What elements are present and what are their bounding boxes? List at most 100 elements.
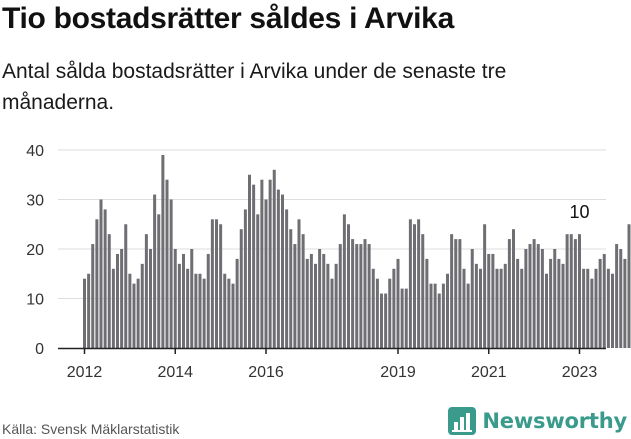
bar <box>318 249 322 348</box>
data-label-last: 10 <box>569 202 589 222</box>
bar <box>103 209 107 348</box>
bar <box>594 268 598 348</box>
bar <box>132 283 136 348</box>
bar <box>487 253 491 348</box>
bar <box>190 249 194 348</box>
bar <box>351 239 355 348</box>
bar <box>173 249 177 348</box>
gridlines <box>58 149 606 299</box>
chart-subtitle: Antal sålda bostadsrätter i Arvika under… <box>2 60 507 114</box>
bar <box>466 283 470 348</box>
bar <box>268 179 272 348</box>
bar <box>606 268 610 348</box>
bars <box>83 154 631 348</box>
bar <box>198 273 202 348</box>
bar <box>120 249 124 348</box>
bar <box>338 244 342 348</box>
bar <box>227 278 231 348</box>
y-tick-label: 10 <box>26 292 44 309</box>
labels: 0 10 20 30 40 2012 2014 2016 2019 2021 2023 10 <box>26 143 597 381</box>
bar <box>586 268 590 348</box>
bar <box>194 273 198 348</box>
bar <box>371 268 375 348</box>
bar <box>408 219 412 348</box>
bar <box>441 283 445 348</box>
bar <box>136 278 140 348</box>
bar <box>359 244 363 348</box>
bar <box>347 224 350 348</box>
bar <box>169 199 173 348</box>
bar <box>334 263 338 348</box>
bar <box>314 263 317 348</box>
bar <box>404 288 408 348</box>
bar <box>557 258 561 348</box>
bar <box>309 253 313 348</box>
bar <box>400 288 404 348</box>
bar <box>520 268 524 348</box>
bar <box>87 273 91 348</box>
bar <box>177 263 181 348</box>
bar <box>322 253 326 348</box>
bar <box>107 234 111 348</box>
bar <box>545 273 548 348</box>
chart-title: Tio bostadsrätter såldes i Arvika <box>2 2 454 35</box>
bar <box>116 253 119 348</box>
bar <box>611 273 614 348</box>
x-tick-label: 2023 <box>562 364 598 381</box>
newsworthy-bar-chart-icon <box>448 407 477 435</box>
bar <box>569 234 573 348</box>
bar <box>437 293 441 348</box>
bar <box>99 199 103 348</box>
bar <box>285 209 289 348</box>
bar <box>429 283 433 348</box>
bar <box>578 234 581 348</box>
bar <box>462 268 466 348</box>
bar <box>140 263 144 348</box>
brand-name: Newsworthy <box>482 409 627 433</box>
bar <box>458 239 462 348</box>
bar <box>417 219 421 348</box>
bar <box>248 174 251 348</box>
y-tick-label: 0 <box>35 341 44 358</box>
bar <box>553 249 557 348</box>
bar <box>276 189 280 348</box>
bar <box>144 234 148 348</box>
bar <box>260 179 264 348</box>
bar <box>272 169 276 348</box>
bar <box>252 184 256 348</box>
bar <box>619 249 623 348</box>
bar <box>627 224 631 348</box>
bar <box>573 239 577 348</box>
bar <box>425 258 429 348</box>
bar <box>623 258 627 348</box>
bar <box>206 253 210 348</box>
bar <box>380 293 383 348</box>
bar <box>384 293 388 348</box>
bar <box>157 214 161 348</box>
bar <box>239 229 243 348</box>
bar <box>342 214 346 348</box>
bar <box>375 278 379 348</box>
bar <box>454 239 458 348</box>
bar <box>330 278 334 348</box>
brand-logo[interactable]: Newsworthy <box>448 404 627 438</box>
bar <box>363 239 367 348</box>
bar <box>528 244 532 348</box>
bar <box>243 209 247 348</box>
bar <box>231 283 235 348</box>
bar <box>590 278 594 348</box>
bar <box>165 179 169 348</box>
bar <box>293 244 297 348</box>
bar <box>516 258 520 348</box>
bar <box>124 224 128 348</box>
bar <box>256 214 260 348</box>
bar <box>483 224 487 348</box>
bar <box>153 194 157 348</box>
x-tick-label: 2019 <box>380 364 416 381</box>
bar <box>450 234 454 348</box>
y-tick-label: 40 <box>26 143 44 160</box>
bar <box>582 268 586 348</box>
bar <box>499 268 503 348</box>
bar <box>182 253 185 348</box>
bar <box>540 249 544 348</box>
